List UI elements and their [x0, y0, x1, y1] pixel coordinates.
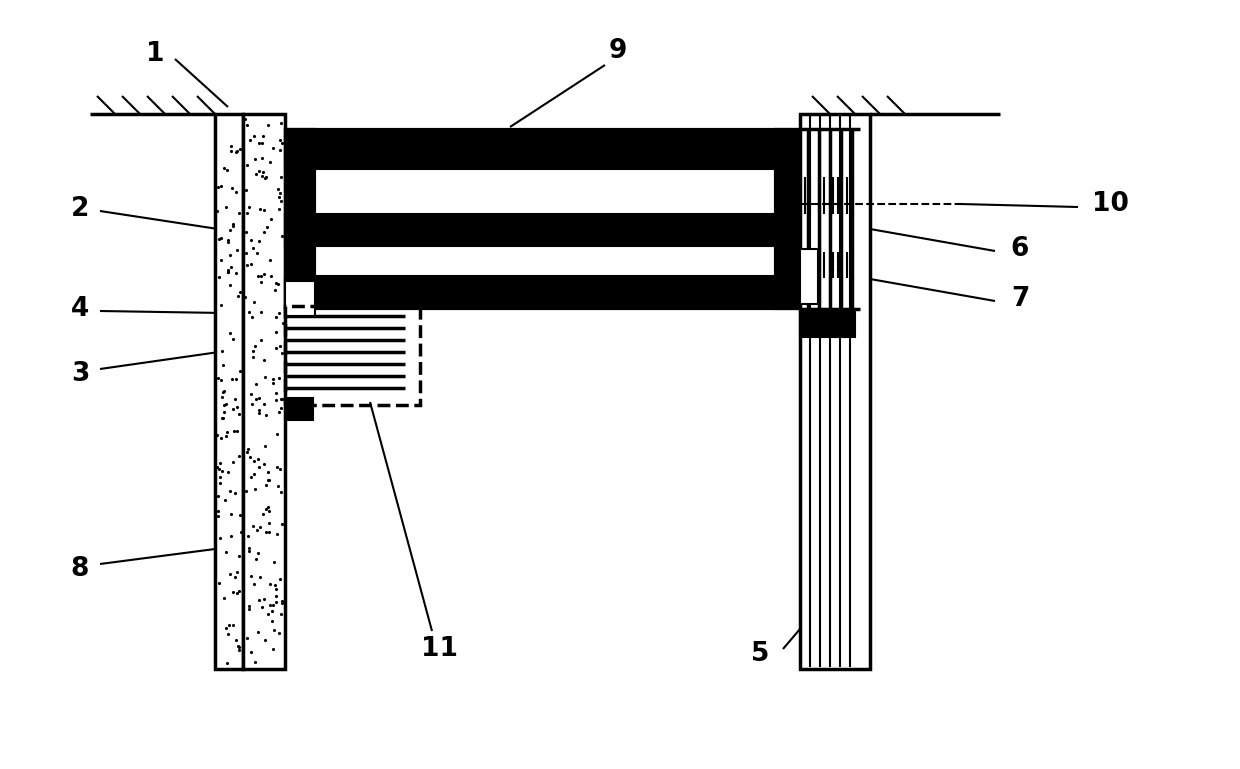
Text: 11: 11	[422, 636, 459, 662]
Text: 5: 5	[750, 641, 769, 667]
Text: 7: 7	[1011, 286, 1029, 312]
Text: 1: 1	[146, 41, 164, 67]
Bar	[243, 114, 285, 669]
Bar	[775, 129, 800, 309]
Bar	[775, 129, 800, 309]
Bar	[285, 169, 800, 214]
Bar	[215, 114, 243, 669]
Bar	[285, 276, 800, 309]
Bar	[800, 114, 870, 669]
Bar	[285, 129, 315, 309]
Bar	[285, 276, 800, 309]
Text: 3: 3	[71, 361, 89, 387]
Bar	[285, 281, 315, 316]
Bar	[315, 131, 775, 307]
Text: 4: 4	[71, 296, 89, 322]
Bar	[285, 246, 800, 276]
Bar	[800, 309, 856, 337]
Text: 9: 9	[609, 38, 627, 64]
Bar	[800, 249, 818, 304]
Text: 8: 8	[71, 556, 89, 582]
Bar	[285, 214, 800, 246]
Bar	[315, 246, 775, 276]
Bar	[285, 129, 315, 309]
Bar	[285, 129, 800, 169]
Bar	[285, 306, 420, 405]
Bar	[285, 214, 800, 246]
Bar	[285, 398, 312, 420]
Bar	[315, 169, 775, 214]
Text: 10: 10	[1091, 191, 1128, 217]
Bar	[285, 129, 800, 169]
Text: 2: 2	[71, 196, 89, 222]
Text: 6: 6	[1011, 236, 1029, 262]
